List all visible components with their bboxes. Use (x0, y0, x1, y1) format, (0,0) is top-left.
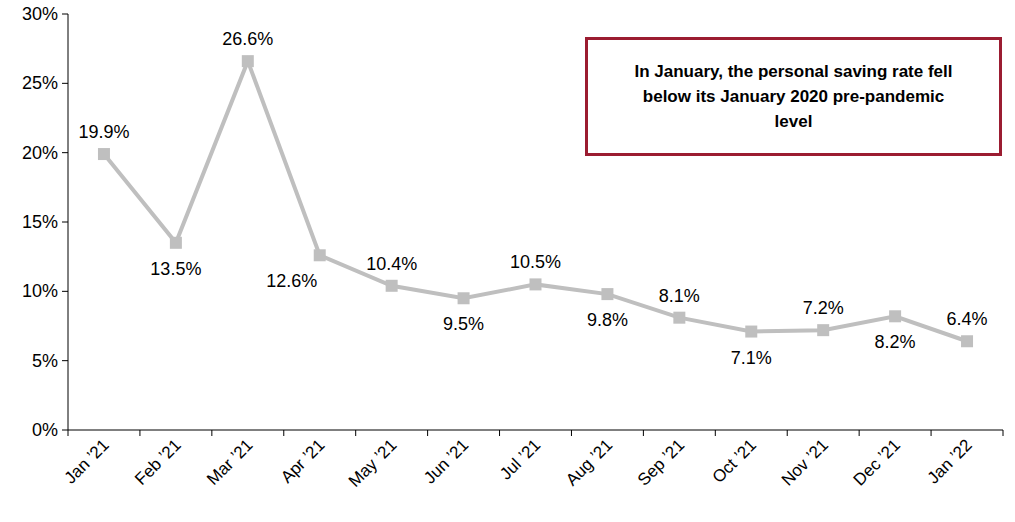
y-tick-label: 5% (32, 351, 58, 371)
x-tick (715, 430, 716, 436)
marker (458, 292, 470, 304)
x-tick (571, 430, 572, 436)
data-label: 6.4% (947, 309, 988, 329)
marker (817, 324, 829, 336)
x-tick-label: May ’21 (345, 435, 401, 491)
marker (530, 278, 542, 290)
data-label: 19.9% (78, 122, 129, 142)
marker (386, 280, 398, 292)
x-tick (427, 430, 428, 436)
y-tick (62, 152, 68, 153)
marker (98, 148, 110, 160)
marker (961, 335, 973, 347)
x-tick (643, 430, 644, 436)
marker (601, 288, 613, 300)
x-tick (1003, 430, 1004, 436)
y-tick (62, 360, 68, 361)
data-label: 8.1% (659, 286, 700, 306)
x-tick-label: Feb ’21 (131, 435, 185, 489)
y-tick-label: 20% (22, 143, 58, 163)
x-tick (499, 430, 500, 436)
y-tick (62, 430, 68, 431)
x-tick-label: Oct ’21 (709, 435, 761, 487)
x-tick (139, 430, 140, 436)
data-label: 10.4% (366, 254, 417, 274)
data-label: 10.5% (510, 252, 561, 272)
x-tick (355, 430, 356, 436)
x-tick-label: Aug ’21 (562, 435, 616, 489)
y-tick-label: 25% (22, 73, 58, 93)
data-label: 9.5% (443, 314, 484, 334)
data-label: 7.1% (731, 348, 772, 368)
data-label: 26.6% (222, 29, 273, 49)
x-axis (68, 430, 1003, 431)
y-tick-label: 0% (32, 420, 58, 440)
marker (745, 326, 757, 338)
x-tick-label: Jul ’21 (496, 435, 544, 483)
x-tick-label: Apr ’21 (277, 435, 329, 487)
y-tick-label: 15% (22, 212, 58, 232)
y-tick-label: 10% (22, 281, 58, 301)
x-tick (859, 430, 860, 436)
data-label: 12.6% (266, 271, 317, 291)
x-tick (283, 430, 284, 436)
data-label: 8.2% (875, 332, 916, 352)
x-tick-label: Jun ’21 (420, 435, 472, 487)
annotation: In January, the personal saving rate fel… (585, 37, 1002, 156)
marker (170, 237, 182, 249)
x-tick-label: Sep ’21 (634, 435, 688, 489)
x-tick (787, 430, 788, 436)
y-tick (62, 291, 68, 292)
marker (673, 312, 685, 324)
y-tick (62, 14, 68, 15)
x-tick (211, 430, 212, 436)
marker (314, 249, 326, 261)
x-tick-label: Mar ’21 (203, 435, 257, 489)
x-tick (931, 430, 932, 436)
data-label: 13.5% (150, 259, 201, 279)
x-tick-label: Nov ’21 (778, 435, 832, 489)
x-tick-label: Jan ’21 (61, 435, 113, 487)
y-tick-label: 30% (22, 4, 58, 24)
y-tick (62, 222, 68, 223)
x-tick (68, 430, 69, 436)
y-tick (62, 83, 68, 84)
marker (242, 55, 254, 67)
data-label: 9.8% (587, 310, 628, 330)
x-tick-label: Dec ’21 (850, 435, 904, 489)
marker (889, 310, 901, 322)
x-tick-label: Jan ’22 (924, 435, 976, 487)
data-label: 7.2% (803, 298, 844, 318)
